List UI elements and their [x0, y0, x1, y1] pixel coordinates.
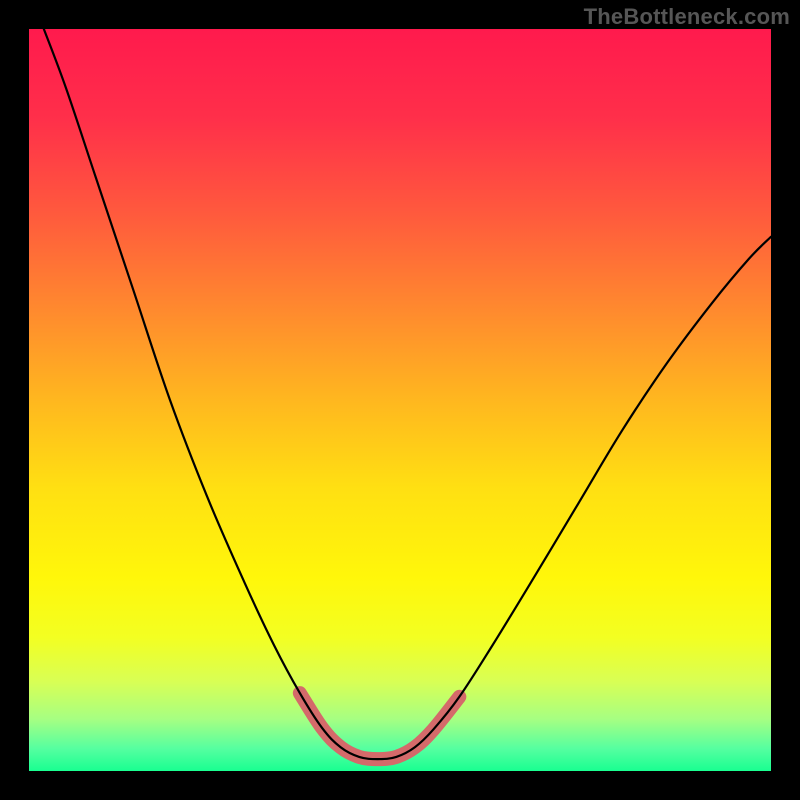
bottleneck-chart [0, 0, 800, 800]
chart-frame: TheBottleneck.com [0, 0, 800, 800]
frame-border-bottom [0, 771, 800, 800]
watermark-text: TheBottleneck.com [584, 4, 790, 30]
frame-border-left [0, 0, 29, 800]
plot-background [29, 29, 771, 771]
frame-border-right [771, 0, 800, 800]
